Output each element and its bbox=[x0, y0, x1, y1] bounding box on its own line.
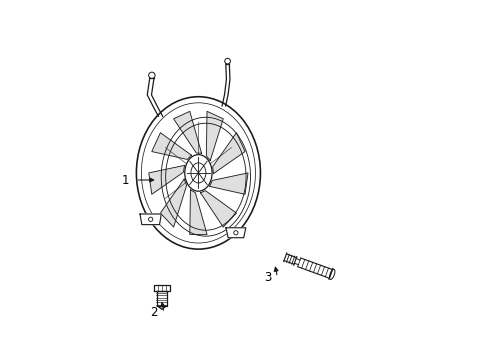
Polygon shape bbox=[173, 111, 201, 153]
Polygon shape bbox=[160, 179, 186, 227]
Polygon shape bbox=[209, 173, 247, 194]
Polygon shape bbox=[189, 190, 206, 234]
Polygon shape bbox=[225, 228, 245, 238]
Polygon shape bbox=[157, 306, 166, 309]
Polygon shape bbox=[157, 291, 166, 306]
Polygon shape bbox=[200, 191, 236, 227]
Polygon shape bbox=[206, 111, 223, 161]
Text: 2: 2 bbox=[150, 306, 157, 319]
Text: 3: 3 bbox=[263, 271, 270, 284]
Polygon shape bbox=[154, 285, 169, 291]
Polygon shape bbox=[148, 165, 184, 194]
Ellipse shape bbox=[184, 155, 212, 191]
Polygon shape bbox=[151, 133, 191, 159]
Polygon shape bbox=[212, 133, 244, 174]
Text: 1: 1 bbox=[122, 174, 129, 186]
Polygon shape bbox=[140, 214, 161, 225]
